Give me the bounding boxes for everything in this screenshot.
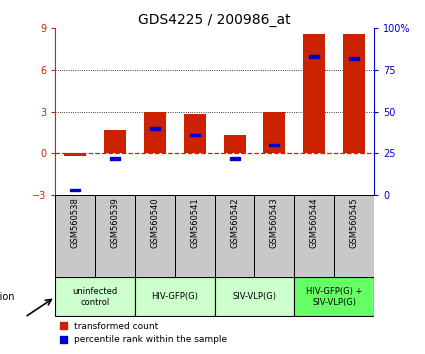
Text: GSM560544: GSM560544 [310,198,319,248]
Bar [269,144,279,147]
Text: GSM560538: GSM560538 [71,198,79,249]
FancyBboxPatch shape [175,195,215,276]
Bar [184,114,206,153]
Text: SIV-VLP(G): SIV-VLP(G) [232,292,277,301]
Text: infection: infection [0,292,14,302]
Text: GSM560545: GSM560545 [350,198,359,248]
Text: HIV-GFP(G) +
SIV-VLP(G): HIV-GFP(G) + SIV-VLP(G) [306,287,363,307]
Bar [349,57,359,60]
Text: HIV-GFP(G): HIV-GFP(G) [151,292,198,301]
Bar [110,157,120,160]
FancyBboxPatch shape [135,195,175,276]
Text: GSM560539: GSM560539 [110,198,119,248]
FancyBboxPatch shape [55,277,135,316]
FancyBboxPatch shape [334,195,374,276]
Text: GSM560540: GSM560540 [150,198,159,248]
FancyBboxPatch shape [55,195,95,276]
Text: GSM560541: GSM560541 [190,198,199,248]
Bar [150,127,160,130]
Legend: transformed count, percentile rank within the sample: transformed count, percentile rank withi… [56,318,231,348]
FancyBboxPatch shape [95,195,135,276]
FancyBboxPatch shape [255,195,294,276]
Bar [70,189,80,192]
Text: GSM560542: GSM560542 [230,198,239,248]
Text: uninfected
control: uninfected control [73,287,118,307]
Text: GSM560543: GSM560543 [270,198,279,248]
Bar [303,34,325,153]
FancyBboxPatch shape [294,277,374,316]
Bar [190,133,200,136]
Title: GDS4225 / 200986_at: GDS4225 / 200986_at [138,13,291,27]
FancyBboxPatch shape [215,277,294,316]
Bar [104,130,126,153]
Bar [144,112,166,153]
FancyBboxPatch shape [135,277,215,316]
Bar [64,153,86,156]
FancyBboxPatch shape [215,195,255,276]
Bar [264,112,285,153]
Bar [224,135,246,153]
FancyBboxPatch shape [294,195,334,276]
Bar [230,157,240,160]
Bar [343,34,365,153]
Bar [309,55,319,58]
